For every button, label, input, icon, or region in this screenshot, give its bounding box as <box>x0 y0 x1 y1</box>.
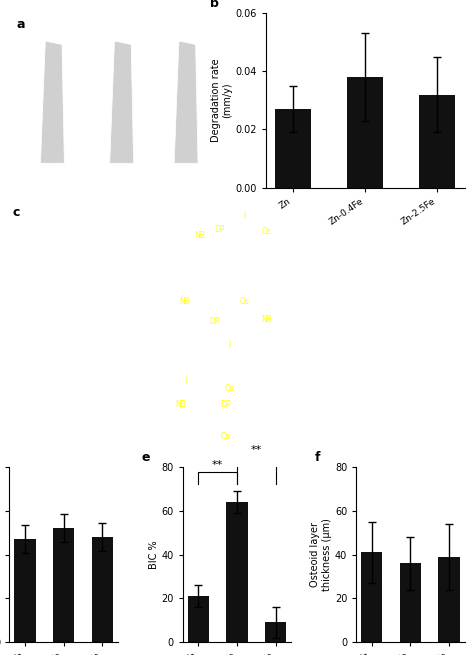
Bar <box>51 311 108 345</box>
Text: 50 μm: 50 μm <box>170 265 194 274</box>
Text: f: f <box>315 451 320 464</box>
Y-axis label: Osteoid layer
thickness (μm): Osteoid layer thickness (μm) <box>310 518 332 591</box>
Text: **: ** <box>251 445 262 455</box>
Text: DP: DP <box>220 400 230 409</box>
Text: O: O <box>420 208 426 214</box>
Bar <box>91 537 113 642</box>
Polygon shape <box>109 41 134 163</box>
Bar <box>361 552 383 642</box>
Text: Merge: Merge <box>420 417 442 422</box>
Text: NB: NB <box>180 297 191 307</box>
Text: I: I <box>243 211 246 220</box>
Text: DP: DP <box>210 316 220 326</box>
Bar <box>400 563 421 642</box>
Text: Ca: Ca <box>319 417 328 422</box>
Text: a: a <box>17 18 25 31</box>
Bar <box>53 529 74 642</box>
Text: DP: DP <box>214 225 224 234</box>
Text: Zn: Zn <box>47 170 58 179</box>
Y-axis label: BIC %: BIC % <box>149 540 159 569</box>
Bar <box>51 395 108 429</box>
Text: Merge: Merge <box>420 333 442 339</box>
Text: b: b <box>210 0 219 10</box>
Text: Os: Os <box>220 432 230 441</box>
Text: 1 mm: 1 mm <box>202 159 227 168</box>
Bar <box>419 94 456 188</box>
Bar <box>274 109 311 188</box>
Text: Merge: Merge <box>420 250 442 255</box>
Text: Ca: Ca <box>319 333 328 339</box>
Text: P: P <box>370 250 374 255</box>
Bar <box>438 557 460 642</box>
Text: Zn: Zn <box>319 376 329 382</box>
Polygon shape <box>40 41 64 163</box>
Text: Os: Os <box>225 384 235 393</box>
Bar <box>347 77 383 188</box>
Text: e: e <box>142 451 150 464</box>
Text: O: O <box>420 292 426 298</box>
Text: Zn: Zn <box>319 292 329 298</box>
Polygon shape <box>174 41 198 163</box>
Text: 200 μm: 200 μm <box>17 265 46 274</box>
Text: P: P <box>370 333 374 339</box>
Text: Os: Os <box>239 297 249 307</box>
Text: C: C <box>370 376 374 382</box>
Text: I: I <box>228 341 231 350</box>
Bar <box>227 502 247 642</box>
Text: P: P <box>370 417 374 422</box>
Text: NB: NB <box>175 400 186 409</box>
Text: C: C <box>370 292 374 298</box>
Bar <box>188 596 209 642</box>
Text: O: O <box>420 376 426 382</box>
Text: Os: Os <box>262 227 272 236</box>
Text: Zn: Zn <box>319 208 329 214</box>
Text: NB: NB <box>261 315 272 324</box>
Text: Zn-2.5Fe: Zn-2.5Fe <box>168 170 204 179</box>
Text: c: c <box>12 206 20 219</box>
Text: Zn-0.4Fe: Zn-0.4Fe <box>103 170 140 179</box>
Text: I: I <box>184 376 186 385</box>
Bar <box>265 622 286 642</box>
Y-axis label: Degradation rate
(mm/y): Degradation rate (mm/y) <box>211 58 232 142</box>
Text: **: ** <box>212 460 223 470</box>
Text: C: C <box>370 208 374 214</box>
Text: Ca: Ca <box>319 250 328 255</box>
Bar <box>14 539 36 642</box>
Text: NB: NB <box>194 231 205 240</box>
